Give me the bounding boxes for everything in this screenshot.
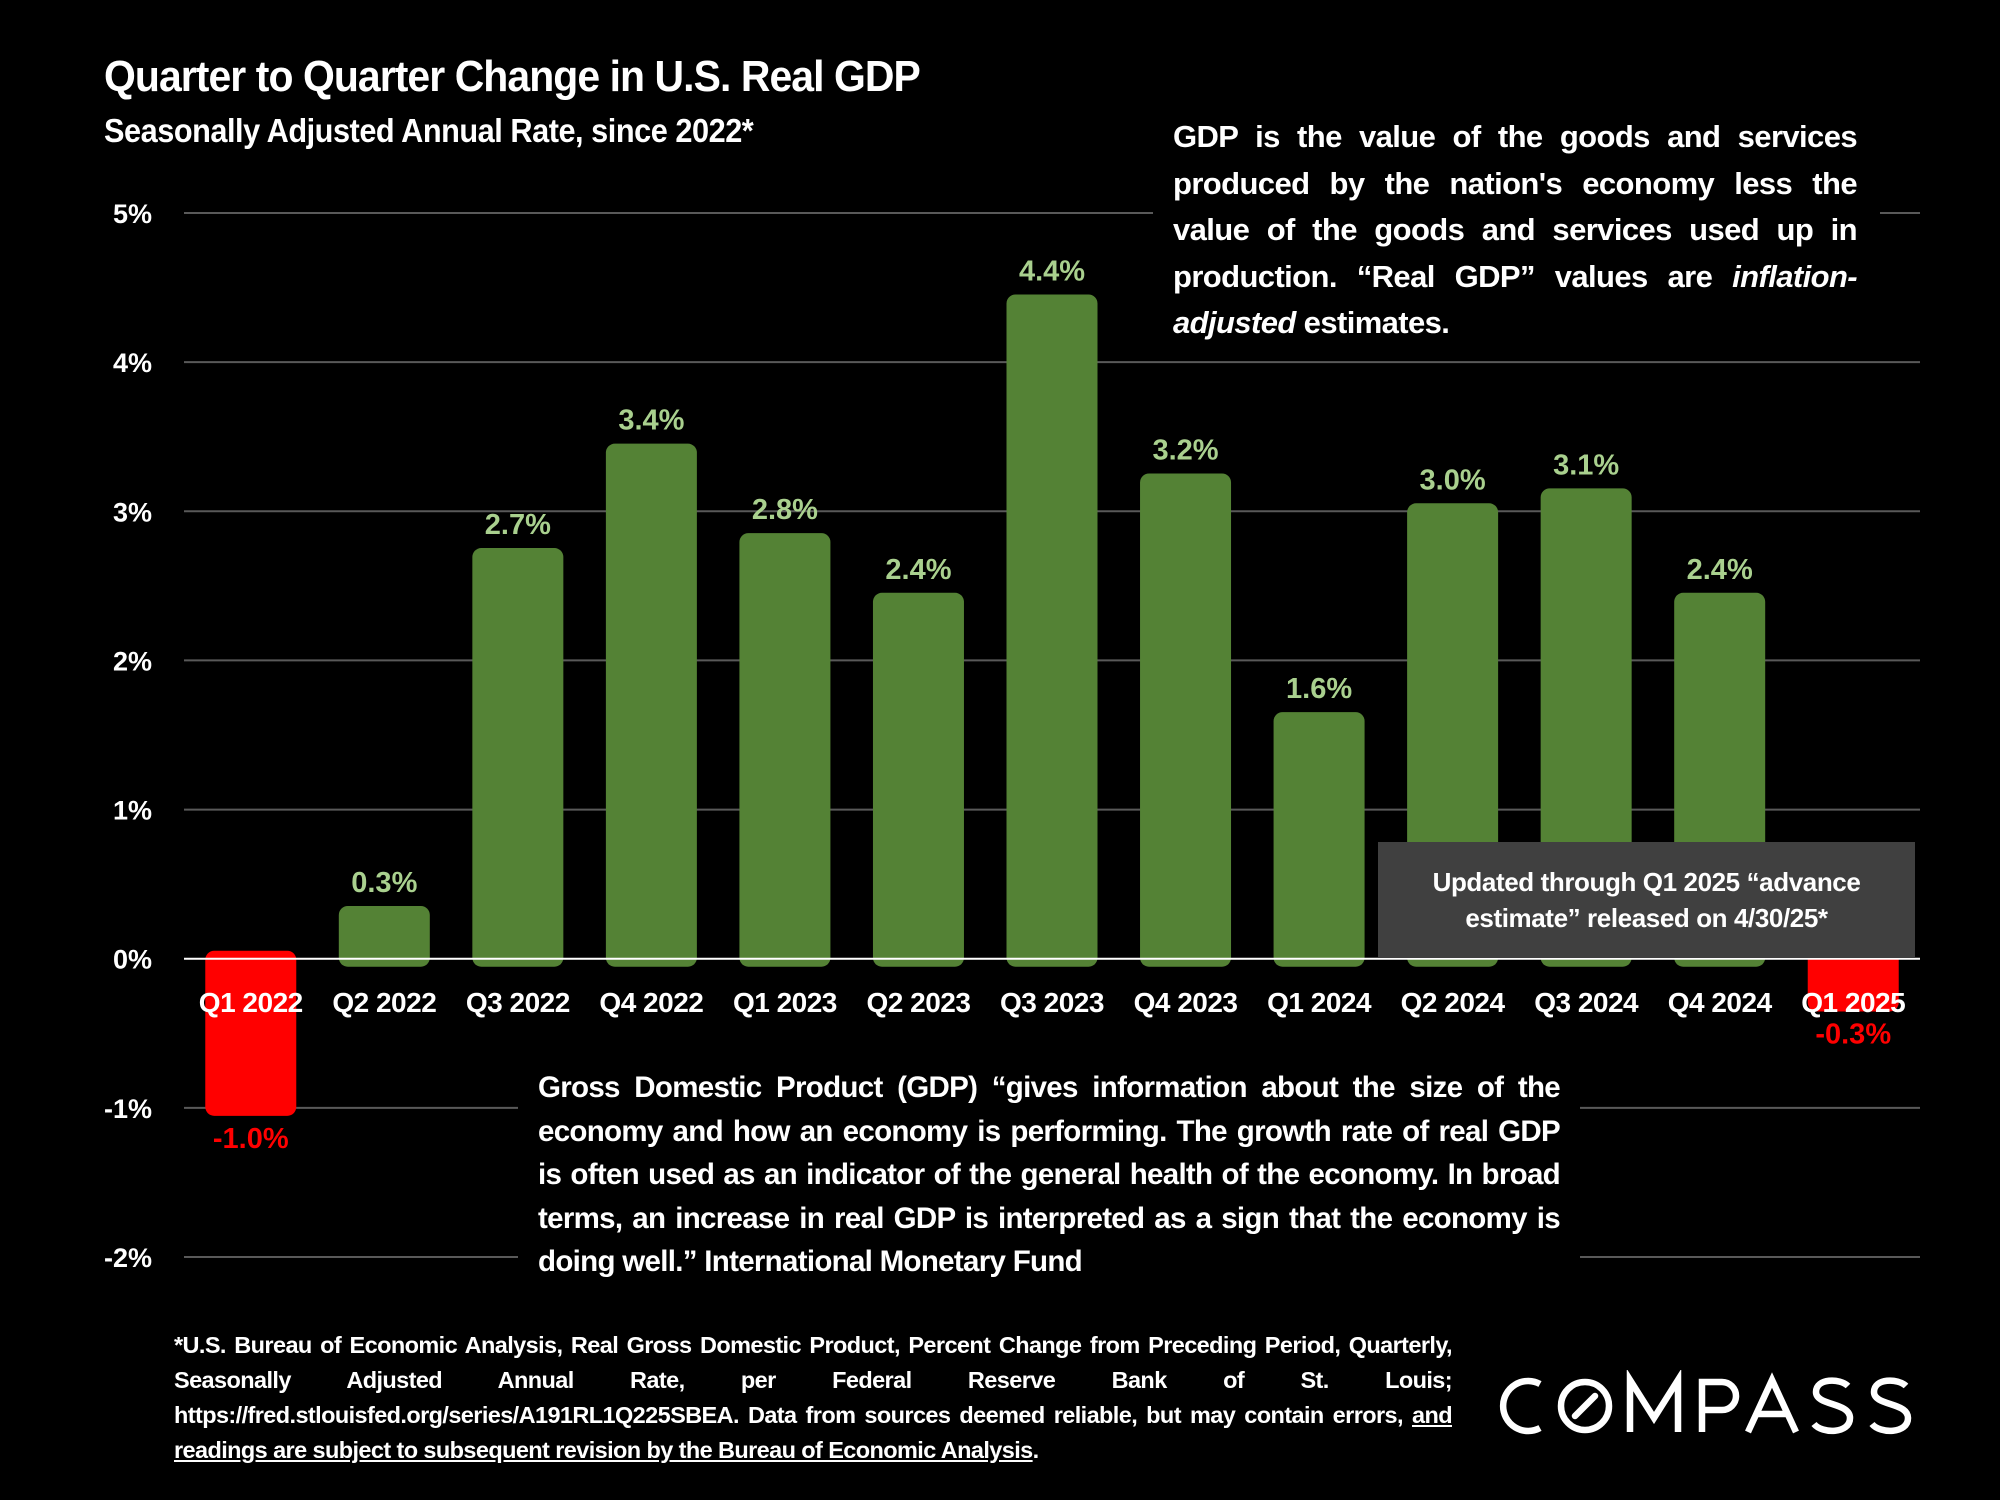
- bar-q3-2022: [472, 548, 564, 967]
- imf-quote-note: Gross Domestic Product (GDP) “gives info…: [518, 1060, 1580, 1282]
- logo-letter-a: [1745, 1372, 1799, 1434]
- chart-subtitle: Seasonally Adjusted Annual Rate, since 2…: [104, 112, 754, 149]
- bar-q2-2022: [338, 905, 430, 967]
- logo-letter-m: [1626, 1370, 1682, 1432]
- y-tick-label: -1%: [104, 1094, 152, 1124]
- x-tick-label: Q4 2023: [1134, 987, 1238, 1018]
- bar-q4-2023: [1140, 473, 1232, 967]
- footnote-underlined: and readings are subject to subsequent r…: [174, 1402, 1453, 1463]
- y-tick-label: 2%: [113, 646, 152, 676]
- bar-q1-2024: [1273, 712, 1365, 967]
- logo-letter-s1: [1811, 1377, 1854, 1434]
- bar-q1-2022: [205, 950, 297, 1116]
- data-label: 3.0%: [1420, 464, 1486, 496]
- data-label: -0.3%: [1815, 1018, 1891, 1050]
- data-label: 3.1%: [1553, 449, 1619, 481]
- data-label: 2.8%: [752, 494, 818, 526]
- logo-letter-p: [1698, 1378, 1740, 1432]
- bar-q3-2023: [1006, 294, 1098, 967]
- definition-text: GDP is the value of the goods and servic…: [1173, 119, 1858, 294]
- data-label: 1.6%: [1286, 673, 1352, 705]
- data-label: 2.4%: [885, 554, 951, 586]
- data-label: 0.3%: [351, 867, 417, 899]
- y-tick-label: 0%: [113, 945, 152, 975]
- y-tick-label: 4%: [113, 348, 152, 378]
- data-label: -1.0%: [213, 1123, 289, 1155]
- x-tick-label: Q1 2025: [1801, 987, 1905, 1018]
- y-axis: 5% 4% 3% 2% 1% 0% -1% -2%: [104, 199, 152, 1273]
- x-tick-label: Q1 2023: [733, 987, 837, 1018]
- x-tick-label: Q3 2024: [1534, 987, 1639, 1018]
- footnote-end: .: [1032, 1437, 1040, 1463]
- definition-text-end: estimates.: [1295, 305, 1450, 340]
- y-tick-label: 1%: [113, 796, 152, 826]
- definition-emphasis: inflation-adjusted: [1173, 258, 1858, 341]
- bars: [205, 294, 1899, 1116]
- logo-letter-c: [1499, 1377, 1542, 1435]
- compass-logo: [1499, 1370, 1912, 1435]
- update-notice: Updated through Q1 2025 “advance estimat…: [1378, 842, 1915, 958]
- logo-letter-s2: [1869, 1377, 1912, 1434]
- x-axis: Q1 2022 Q2 2022 Q3 2022 Q4 2022 Q1 2023 Q2 20…: [199, 987, 1906, 1018]
- x-tick-label: Q2 2023: [867, 987, 971, 1018]
- x-tick-label: Q4 2024: [1668, 987, 1773, 1018]
- y-tick-label: -2%: [104, 1243, 152, 1273]
- x-tick-label: Q1 2022: [199, 987, 303, 1018]
- data-label: 4.4%: [1019, 255, 1085, 287]
- x-tick-label: Q3 2023: [1000, 987, 1104, 1018]
- x-tick-label: Q2 2024: [1401, 987, 1506, 1018]
- imf-quote-text: Gross Domestic Product (GDP) “gives info…: [538, 1071, 1561, 1278]
- data-label: 2.4%: [1687, 554, 1753, 586]
- data-label: 3.2%: [1152, 434, 1218, 466]
- bar-q4-2022: [605, 443, 697, 967]
- chart-title: Quarter to Quarter Change in U.S. Real G…: [104, 52, 921, 101]
- x-tick-label: Q4 2022: [599, 987, 703, 1018]
- footnote-text: *U.S. Bureau of Economic Analysis, Real …: [174, 1332, 1453, 1428]
- bar-q1-2025: [1807, 950, 1899, 1012]
- data-label: 3.4%: [618, 405, 684, 437]
- compass-o-slash-icon: [1557, 1378, 1613, 1434]
- data-label: 2.7%: [485, 509, 551, 541]
- source-footnote: *U.S. Bureau of Economic Analysis, Real …: [174, 1328, 1453, 1468]
- gdp-definition-note: GDP is the value of the goods and servic…: [1153, 110, 1880, 350]
- bar-q1-2023: [739, 533, 831, 967]
- y-tick-label: 5%: [113, 199, 152, 229]
- y-tick-label: 3%: [113, 497, 152, 527]
- x-tick-label: Q2 2022: [332, 987, 436, 1018]
- x-tick-label: Q1 2024: [1267, 987, 1372, 1018]
- update-notice-text: Updated through Q1 2025 “advance estimat…: [1432, 867, 1861, 933]
- bar-q2-2023: [872, 592, 964, 967]
- x-tick-label: Q3 2022: [466, 987, 570, 1018]
- data-labels: -1.0% 0.3% 2.7% 3.4% 2.8% 2.4% 4.4% 3.2% 1.6% 3.0…: [213, 255, 1891, 1154]
